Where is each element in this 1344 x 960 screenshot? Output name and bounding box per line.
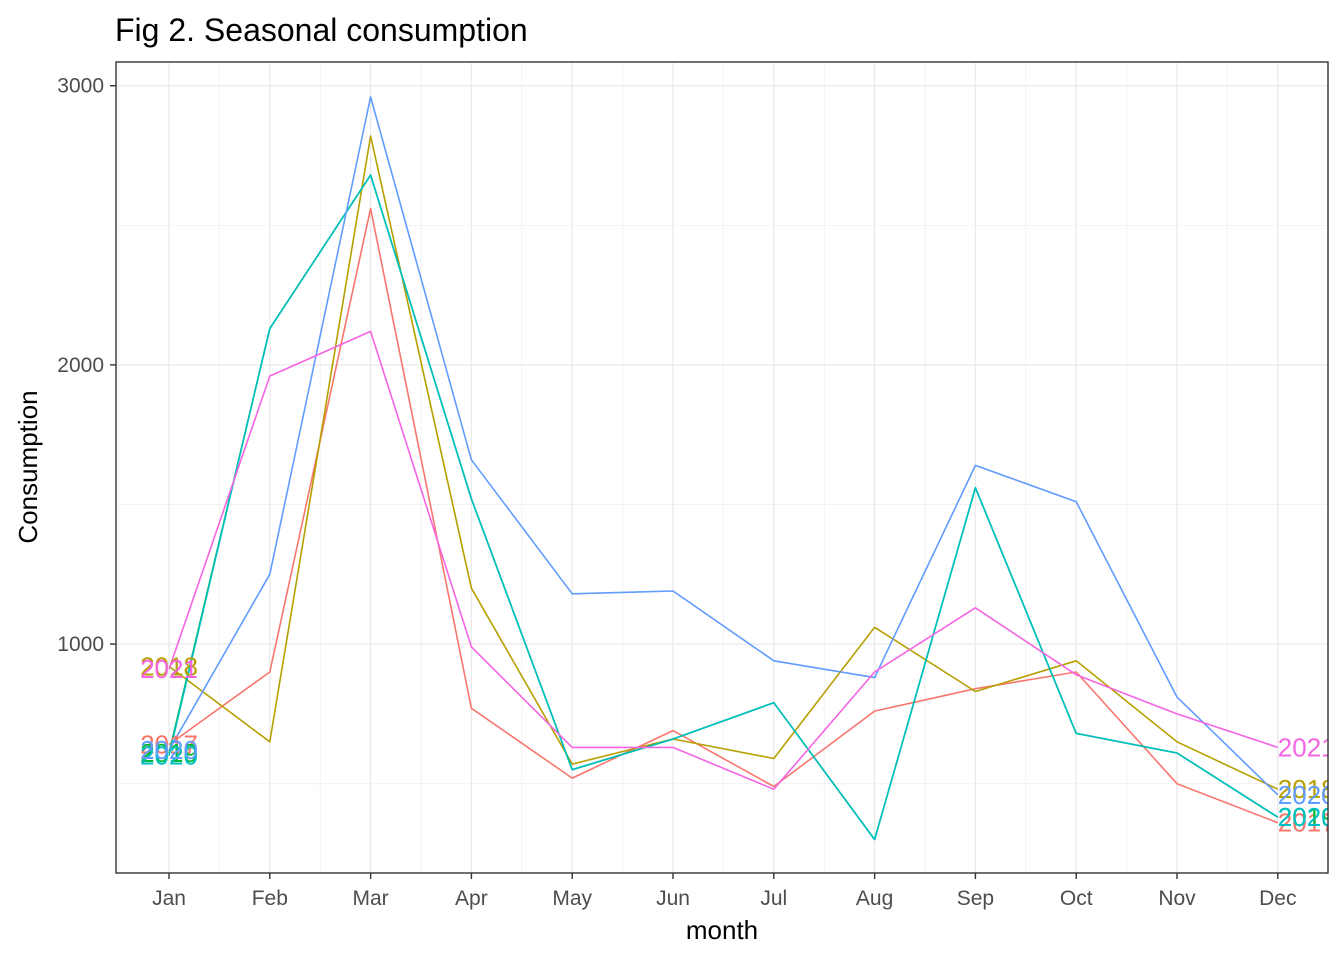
x-tick-label: Oct (1060, 887, 1093, 910)
major-gridlines (116, 62, 1328, 873)
series-line-2021 (168, 330, 1279, 791)
y-tick-label: 3000 (57, 75, 104, 98)
series-line-2020 (168, 96, 1279, 796)
x-tick-label: Sep (957, 887, 994, 910)
x-tick-label: Apr (455, 887, 488, 910)
x-tick-label: Dec (1259, 887, 1296, 910)
series-start-label: 2020 (140, 741, 198, 771)
x-tick-label: Feb (252, 887, 288, 910)
y-axis: 1000 2000 3000 (57, 75, 116, 656)
series-end-label: 2019 (1278, 802, 1336, 832)
series-start-label: 2020 (140, 735, 198, 765)
series-end-label: 2020 (1278, 780, 1336, 810)
series-end-label: 2021 (1278, 732, 1336, 762)
x-tick-label: Jun (656, 887, 690, 910)
x-axis-title: month (686, 915, 758, 945)
chart-title: Fig 2. Seasonal consumption (115, 12, 528, 48)
plot-panel-border (115, 61, 1329, 874)
y-axis-title: Consumption (13, 390, 43, 543)
y-tick-label: 1000 (57, 633, 104, 656)
series-line-2018 (168, 135, 1279, 790)
series-line-2020 (168, 174, 1279, 841)
series-end-label: 2020 (1278, 802, 1336, 832)
series-start-label: 2019 (140, 738, 198, 768)
x-tick-label: Jul (760, 887, 787, 910)
x-tick-label: Mar (353, 887, 389, 910)
series-lines: 2017201720182018201920192020202020202020… (140, 96, 1336, 841)
series-end-label: 2018 (1278, 774, 1336, 804)
series-start-label: 2018 (140, 651, 198, 681)
x-tick-label: Aug (856, 887, 893, 910)
series-start-label: 2021 (140, 654, 198, 684)
x-tick-label: May (552, 887, 592, 910)
x-axis: Jan Feb Mar Apr May Jun Jul Aug Sep Oct Nov Dec (152, 873, 1296, 910)
x-tick-label: Jan (152, 887, 186, 910)
series-end-label: 2017 (1278, 808, 1336, 838)
x-tick-label: Nov (1158, 887, 1196, 910)
y-tick-label: 2000 (57, 354, 104, 377)
series-start-label: 2017 (140, 730, 198, 760)
minor-gridlines (116, 62, 1328, 873)
series-line-2017 (168, 207, 1279, 824)
